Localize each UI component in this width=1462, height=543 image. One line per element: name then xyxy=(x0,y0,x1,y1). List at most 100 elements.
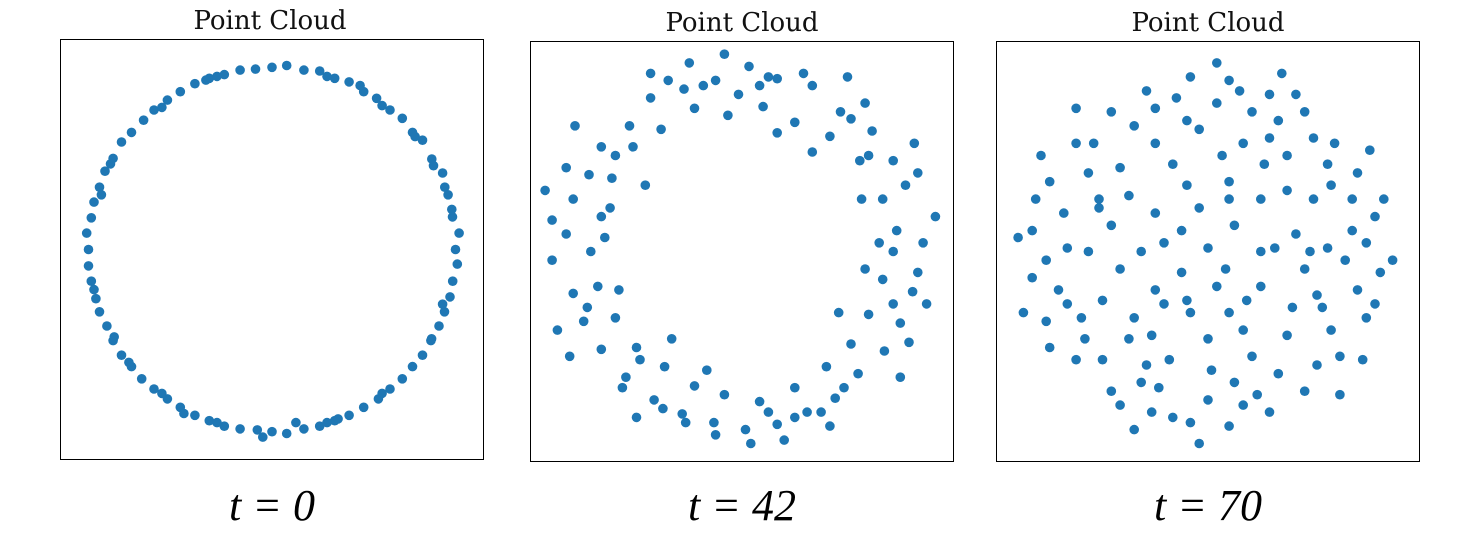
scatter-point xyxy=(1083,246,1094,257)
scatter-point xyxy=(162,95,173,105)
scatter-point xyxy=(314,66,325,76)
chart-title: Point Cloud xyxy=(1131,8,1285,38)
scatter-point xyxy=(658,403,668,414)
scatter-point xyxy=(698,80,709,91)
scatter-point xyxy=(610,150,621,161)
scatter-point xyxy=(888,155,898,166)
scatter-point xyxy=(447,276,458,286)
scatter-point xyxy=(1212,58,1222,68)
scatter-point xyxy=(907,286,918,297)
scatter-point xyxy=(1115,264,1125,274)
scatter-point xyxy=(1220,264,1231,274)
scatter-point xyxy=(888,299,898,309)
scatter-point xyxy=(649,395,659,405)
scatter-point xyxy=(710,430,721,440)
scatter-point xyxy=(1259,159,1270,169)
scatter-point xyxy=(439,307,450,317)
scatter-point xyxy=(621,372,631,383)
scatter-point xyxy=(89,197,99,207)
scatter-point xyxy=(1146,407,1157,417)
scatter-point xyxy=(568,194,578,204)
scatter-point xyxy=(790,382,800,393)
scatter-point xyxy=(772,419,782,430)
scatter-point xyxy=(235,424,245,434)
scatter-point xyxy=(578,316,589,327)
scatter-point xyxy=(1129,313,1139,323)
scatter-point xyxy=(322,417,332,428)
scatter-point xyxy=(1238,400,1248,410)
scatter-point xyxy=(1071,354,1081,365)
scatter-point xyxy=(825,421,835,431)
scatter-point xyxy=(568,288,578,299)
scatter-point xyxy=(1176,225,1187,236)
scatter-point xyxy=(763,72,774,82)
scatter-point xyxy=(1282,185,1292,196)
scatter-point xyxy=(1194,203,1204,213)
scatter-point xyxy=(1044,176,1055,187)
scatter-point xyxy=(267,62,277,73)
scatter-point xyxy=(1264,133,1275,143)
scatter-point xyxy=(1154,382,1164,393)
scatter-point xyxy=(663,75,673,86)
scatter-point xyxy=(1088,138,1099,149)
scatter-point xyxy=(1291,229,1301,239)
scatter-point xyxy=(1106,220,1117,231)
scatter-point xyxy=(1194,124,1204,135)
scatter-point xyxy=(758,101,768,112)
scatter-point xyxy=(1171,93,1182,103)
scatter-point xyxy=(860,264,870,274)
scatter-point xyxy=(624,121,635,131)
scatter-point xyxy=(281,60,292,71)
scatter-point xyxy=(212,71,222,82)
scatter-point xyxy=(835,107,846,117)
scatter-point xyxy=(909,138,920,149)
scatter-point xyxy=(1150,138,1161,149)
scatter-point xyxy=(89,284,99,295)
scatter-point xyxy=(1317,302,1328,313)
scatter-point xyxy=(877,274,888,285)
scatter-point xyxy=(219,421,230,432)
scatter-point xyxy=(744,61,754,72)
scatter-point xyxy=(1256,281,1266,292)
scatter-point xyxy=(1308,133,1319,143)
scatter-point xyxy=(740,424,751,435)
scatter-point xyxy=(860,98,870,108)
scatter-point xyxy=(825,131,835,142)
scatter-point xyxy=(1224,75,1234,86)
time-caption: t = 42 xyxy=(688,481,796,530)
scatter-point xyxy=(105,159,116,169)
scatter-point xyxy=(1375,267,1386,278)
scatter-point xyxy=(628,142,638,152)
scatter-point xyxy=(1361,313,1372,323)
scatter-point xyxy=(1136,246,1146,257)
scatter-point xyxy=(1229,377,1240,388)
scatter-point xyxy=(1083,168,1094,178)
scatter-point xyxy=(645,93,656,103)
scatter-point xyxy=(1234,86,1245,96)
scatter-point xyxy=(204,415,215,426)
scatter-point xyxy=(434,321,444,331)
scatter-point xyxy=(116,350,127,361)
scatter-point xyxy=(1141,86,1152,96)
scatter-point xyxy=(635,354,645,365)
scatter-point xyxy=(1030,194,1041,204)
scatter-point xyxy=(918,238,928,248)
scatter-point xyxy=(1224,194,1234,204)
scatter-point xyxy=(733,89,744,100)
scatter-point xyxy=(86,276,97,286)
scatter-plot xyxy=(540,49,941,449)
scatter-point xyxy=(540,185,550,196)
scatter-point xyxy=(807,147,818,157)
scatter-point xyxy=(1224,421,1234,431)
scatter-point xyxy=(689,103,700,114)
scatter-point xyxy=(437,168,448,178)
scatter-point xyxy=(863,309,874,320)
scatter-point xyxy=(452,259,463,269)
scatter-point xyxy=(1229,220,1240,231)
plot-area xyxy=(60,39,484,460)
scatter-point xyxy=(450,244,461,255)
scatter-point xyxy=(584,169,594,180)
scatter-point xyxy=(377,100,387,111)
scatter-point xyxy=(1347,194,1357,204)
scatter-point xyxy=(763,407,774,417)
